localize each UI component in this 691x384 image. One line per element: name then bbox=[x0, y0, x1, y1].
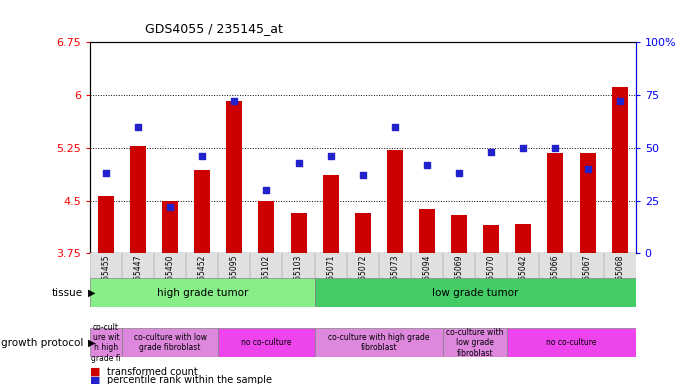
Bar bbox=[162, 201, 178, 253]
Text: co-cult
ure wit
h high
grade fi: co-cult ure wit h high grade fi bbox=[91, 323, 121, 363]
Text: GSM665073: GSM665073 bbox=[390, 255, 399, 301]
Text: GSM665095: GSM665095 bbox=[230, 255, 239, 301]
Point bbox=[422, 162, 433, 168]
Text: high grade tumor: high grade tumor bbox=[157, 288, 248, 298]
Bar bbox=[258, 201, 274, 253]
Bar bbox=[314, 278, 636, 307]
Text: GSM665070: GSM665070 bbox=[486, 255, 495, 301]
Point bbox=[133, 124, 144, 130]
Text: co-culture with high grade
fibroblast: co-culture with high grade fibroblast bbox=[328, 333, 430, 353]
Bar bbox=[98, 197, 114, 253]
Bar bbox=[130, 146, 146, 253]
Bar bbox=[354, 213, 371, 253]
Text: no co-culture: no co-culture bbox=[547, 338, 597, 347]
Bar bbox=[90, 278, 314, 307]
Text: co-culture with
low grade
fibroblast: co-culture with low grade fibroblast bbox=[446, 328, 504, 358]
Text: co-culture with low
grade fibroblast: co-culture with low grade fibroblast bbox=[133, 333, 207, 353]
Bar bbox=[419, 209, 435, 253]
Text: GSM665455: GSM665455 bbox=[102, 255, 111, 301]
Point bbox=[229, 98, 240, 104]
Text: ■: ■ bbox=[90, 375, 100, 384]
Bar bbox=[547, 153, 563, 253]
Text: GSM665094: GSM665094 bbox=[422, 255, 431, 301]
Bar bbox=[612, 87, 627, 253]
Bar bbox=[387, 150, 403, 253]
Text: GSM665103: GSM665103 bbox=[294, 255, 303, 301]
Bar bbox=[122, 328, 218, 357]
Point bbox=[453, 170, 464, 176]
Bar bbox=[226, 101, 243, 253]
Text: GSM665450: GSM665450 bbox=[166, 255, 175, 301]
Text: ■: ■ bbox=[90, 367, 100, 377]
Point bbox=[582, 166, 593, 172]
Bar bbox=[218, 328, 314, 357]
Text: GSM665067: GSM665067 bbox=[583, 255, 592, 301]
Text: percentile rank within the sample: percentile rank within the sample bbox=[107, 375, 272, 384]
Point bbox=[486, 149, 497, 155]
Point bbox=[389, 124, 400, 130]
Point bbox=[325, 153, 337, 159]
Bar bbox=[194, 170, 210, 253]
Text: GSM665068: GSM665068 bbox=[615, 255, 624, 301]
Bar bbox=[314, 328, 443, 357]
Bar bbox=[515, 224, 531, 253]
Text: growth protocol: growth protocol bbox=[1, 338, 83, 348]
Text: GSM665447: GSM665447 bbox=[133, 255, 142, 301]
Bar bbox=[580, 153, 596, 253]
Bar bbox=[90, 328, 122, 357]
Bar bbox=[451, 215, 467, 253]
Text: tissue: tissue bbox=[52, 288, 83, 298]
Text: GSM665071: GSM665071 bbox=[326, 255, 335, 301]
Text: GSM665069: GSM665069 bbox=[455, 255, 464, 301]
Point bbox=[197, 153, 208, 159]
Text: GSM665042: GSM665042 bbox=[519, 255, 528, 301]
Point bbox=[100, 170, 111, 176]
Point bbox=[614, 98, 625, 104]
Text: GDS4055 / 235145_at: GDS4055 / 235145_at bbox=[145, 22, 283, 35]
Point bbox=[550, 145, 561, 151]
Text: ▶: ▶ bbox=[88, 288, 95, 298]
Point bbox=[261, 187, 272, 193]
Text: no co-culture: no co-culture bbox=[241, 338, 292, 347]
Bar bbox=[483, 225, 499, 253]
Text: ▶: ▶ bbox=[88, 338, 95, 348]
Text: GSM665072: GSM665072 bbox=[358, 255, 368, 301]
Bar bbox=[443, 328, 507, 357]
Bar bbox=[507, 328, 636, 357]
Text: low grade tumor: low grade tumor bbox=[432, 288, 518, 298]
Point bbox=[164, 204, 176, 210]
Point bbox=[518, 145, 529, 151]
Point bbox=[357, 172, 368, 179]
Point bbox=[293, 160, 304, 166]
Text: GSM665452: GSM665452 bbox=[198, 255, 207, 301]
Bar bbox=[323, 175, 339, 253]
Text: GSM665102: GSM665102 bbox=[262, 255, 271, 301]
Bar bbox=[290, 213, 307, 253]
Text: transformed count: transformed count bbox=[107, 367, 198, 377]
Text: GSM665066: GSM665066 bbox=[551, 255, 560, 301]
